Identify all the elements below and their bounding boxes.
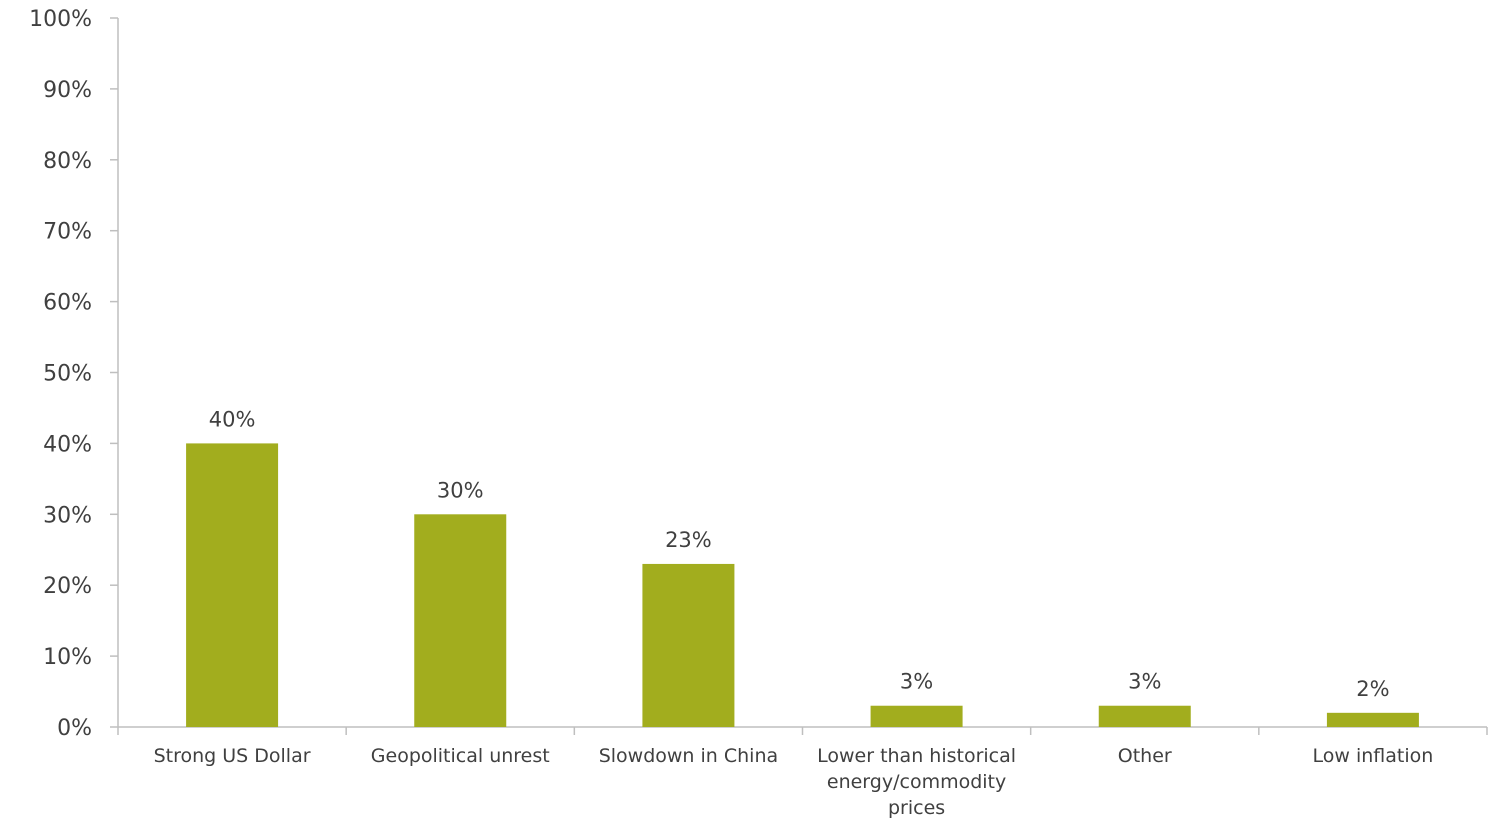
- y-tick-label: 20%: [43, 574, 92, 599]
- y-tick-label: 0%: [57, 716, 92, 741]
- bar: [1326, 712, 1419, 727]
- data-labels: 40% 30% 23% 3% 3% 2%: [209, 407, 1390, 700]
- y-tick-label: 70%: [43, 220, 92, 245]
- category-label: Other: [1118, 745, 1172, 767]
- data-label: 3%: [1128, 670, 1161, 694]
- data-label: 23%: [665, 528, 712, 552]
- category-labels: Strong US Dollar Geopolitical unrest Slowd…: [154, 745, 1434, 819]
- y-tick-label: 80%: [43, 149, 92, 174]
- category-label: Strong US Dollar: [154, 745, 311, 767]
- data-label: 3%: [900, 670, 933, 694]
- y-tick-label: 60%: [43, 291, 92, 316]
- bar: [642, 563, 735, 727]
- x-axis-ticks: [117, 727, 1488, 735]
- y-tick-label: 10%: [43, 645, 92, 670]
- y-tick-label: 40%: [43, 432, 92, 457]
- y-tick-label: 100%: [29, 7, 92, 32]
- y-tick-label: 30%: [43, 503, 92, 528]
- data-label: 2%: [1356, 677, 1389, 701]
- y-axis-ticks: 0% 10% 20% 30% 40% 50% 60% 70% 80% 90% 100%: [29, 7, 118, 741]
- bar: [414, 514, 507, 727]
- category-label: Lower than historical energy/commodity pri…: [817, 745, 1016, 819]
- bar: [1098, 705, 1191, 727]
- category-label: Slowdown in China: [599, 745, 778, 767]
- y-tick-label: 90%: [43, 78, 92, 103]
- category-label: Geopolitical unrest: [371, 745, 550, 767]
- category-label: Low inflation: [1313, 745, 1434, 767]
- data-label: 40%: [209, 407, 256, 431]
- y-tick-label: 50%: [43, 362, 92, 387]
- bar: [186, 443, 279, 727]
- data-label: 30%: [437, 478, 484, 502]
- bars: [186, 443, 1419, 727]
- bar: [870, 705, 963, 727]
